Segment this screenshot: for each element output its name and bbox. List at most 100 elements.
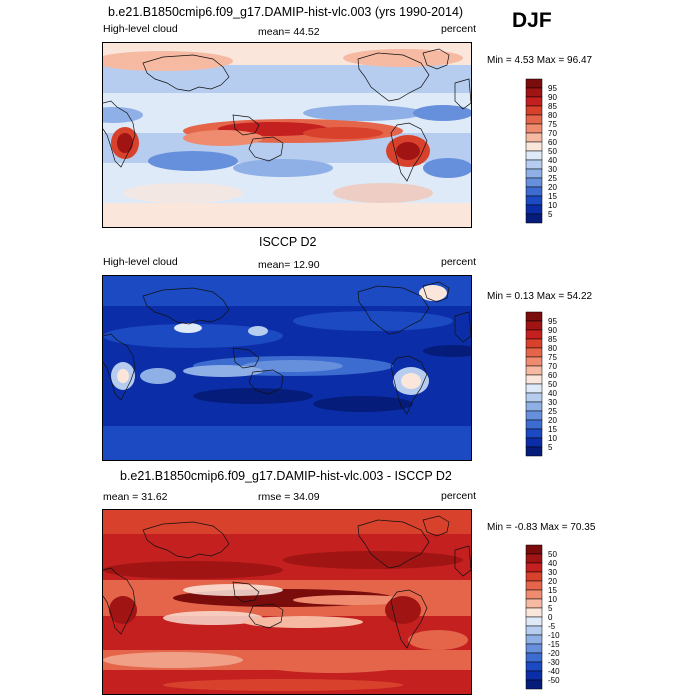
coastline: [248, 603, 284, 629]
colorbar-swatch: [525, 195, 543, 206]
colorbar-tick-label: 50: [548, 550, 557, 559]
colorbar-swatch: [525, 580, 543, 591]
colorbar-tick-label: 25: [548, 407, 557, 416]
colorbar-tick-label: 75: [548, 120, 557, 129]
colorbar-tick-label: 40: [548, 156, 557, 165]
panel-2-minmax: Min = 0.13 Max = 54.22: [487, 291, 593, 302]
colorbar-swatch: [525, 562, 543, 573]
colorbar-tick-label: 10: [548, 434, 557, 443]
colorbar-tick-label: 80: [548, 111, 557, 120]
colorbar-swatch: [525, 132, 543, 143]
colorbar-swatch: [525, 168, 543, 179]
coastline: [103, 333, 136, 401]
colorbar-swatch: [525, 571, 543, 582]
coastline: [357, 285, 430, 335]
coastline: [454, 545, 471, 577]
colorbar-tick-label: 40: [548, 559, 557, 568]
colorbar-swatch: [525, 87, 543, 98]
panel-2-colorbar: 95 90 85 80 75 70 60 50 40 30 25 20 15 10 5: [525, 311, 586, 460]
colorbar-swatch: [525, 347, 543, 358]
colorbar-swatch: [525, 419, 543, 430]
coastline: [390, 589, 428, 649]
colorbar-swatch: [525, 311, 543, 322]
colorbar-tick-label: 80: [548, 344, 557, 353]
colorbar-tick-label: 25: [548, 174, 557, 183]
colorbar-swatch: [525, 679, 543, 690]
colorbar-tick-label: 95: [548, 317, 557, 326]
coastline: [142, 287, 230, 325]
colorbar-swatch: [525, 643, 543, 654]
colorbar-swatch: [525, 78, 543, 89]
colorbar-tick-label: 10: [548, 595, 557, 604]
colorbar-tick-label: 75: [548, 353, 557, 362]
colorbar-swatch: [525, 123, 543, 134]
colorbar-swatch: [525, 177, 543, 188]
colorbar-swatch: [525, 401, 543, 412]
panel-1-mean-label: mean= 44.52: [258, 26, 320, 38]
panel-2-mean-label: mean= 12.90: [258, 259, 320, 271]
coastline: [390, 355, 428, 415]
colorbar-tick-label: 50: [548, 380, 557, 389]
panel-2-map: [102, 275, 472, 461]
colorbar-swatch: [525, 634, 543, 645]
coastline: [454, 311, 471, 343]
colorbar-tick-label: 10: [548, 201, 557, 210]
panel-1-units-label: percent: [441, 23, 477, 35]
colorbar-swatch: [525, 437, 543, 448]
colorbar-tick-label: 50: [548, 147, 557, 156]
coastline: [422, 515, 450, 537]
colorbar-tick-label: 5: [548, 443, 553, 452]
coastline: [232, 347, 260, 369]
coastline: [248, 369, 284, 395]
colorbar-tick-label: 5: [548, 210, 553, 219]
coastline: [103, 567, 136, 635]
colorbar-swatch: [525, 338, 543, 349]
colorbar-swatch: [525, 616, 543, 627]
colorbar-tick-label: 60: [548, 371, 557, 380]
colorbar-swatch: [525, 410, 543, 421]
colorbar-swatch: [525, 114, 543, 125]
colorbar-tick-label: 70: [548, 129, 557, 138]
colorbar-tick-label: -10: [548, 631, 560, 640]
colorbar-tick-label: -15: [548, 640, 560, 649]
panel-3-rmse-label: rmse = 34.09: [258, 491, 320, 503]
panel-1-colorbar: 95 90 85 80 75 70 60 50 40 30 25 20 15 10 5: [525, 78, 586, 227]
colorbar-swatch: [525, 625, 543, 636]
colorbar-tick-label: 85: [548, 102, 557, 111]
coastline: [357, 52, 430, 102]
colorbar-tick-label: 95: [548, 84, 557, 93]
panel-2-units-label: percent: [441, 256, 477, 268]
colorbar-swatch: [525, 553, 543, 564]
colorbar-swatch: [525, 141, 543, 152]
coastline: [232, 114, 260, 136]
colorbar-tick-label: 15: [548, 425, 557, 434]
colorbar-tick-label: 70: [548, 362, 557, 371]
colorbar-tick-label: 15: [548, 586, 557, 595]
colorbar-tick-label: 0: [548, 613, 553, 622]
colorbar-swatch: [525, 186, 543, 197]
coastline: [422, 48, 450, 70]
panel-1-title: b.e21.B1850cmip6.f09_g17.DAMIP-hist-vlc.…: [108, 5, 464, 19]
coastline: [390, 122, 428, 182]
coastline: [248, 136, 284, 162]
colorbar-swatch: [525, 105, 543, 116]
colorbar-tick-label: 20: [548, 183, 557, 192]
colorbar-tick-label: 40: [548, 389, 557, 398]
panel-3-colorbar: 50 40 30 20 15 10 5 0 -5 -10 -15 -20 -30 -40 -50: [525, 544, 586, 693]
colorbar-swatch: [525, 428, 543, 439]
colorbar-swatch: [525, 589, 543, 600]
coastline: [232, 581, 260, 603]
season-label: DJF: [512, 9, 552, 32]
panel-1-map: [102, 42, 472, 228]
colorbar-swatch: [525, 365, 543, 376]
colorbar-tick-label: 85: [548, 335, 557, 344]
colorbar-tick-label: 20: [548, 416, 557, 425]
coastline: [103, 100, 136, 168]
panel-3-mean-label: mean = 31.62: [103, 491, 168, 503]
colorbar-tick-label: 5: [548, 604, 553, 613]
coastline: [357, 519, 430, 569]
colorbar-swatch: [525, 204, 543, 215]
colorbar-swatch: [525, 652, 543, 663]
colorbar-tick-label: -50: [548, 676, 560, 685]
colorbar-tick-label: -5: [548, 622, 556, 631]
